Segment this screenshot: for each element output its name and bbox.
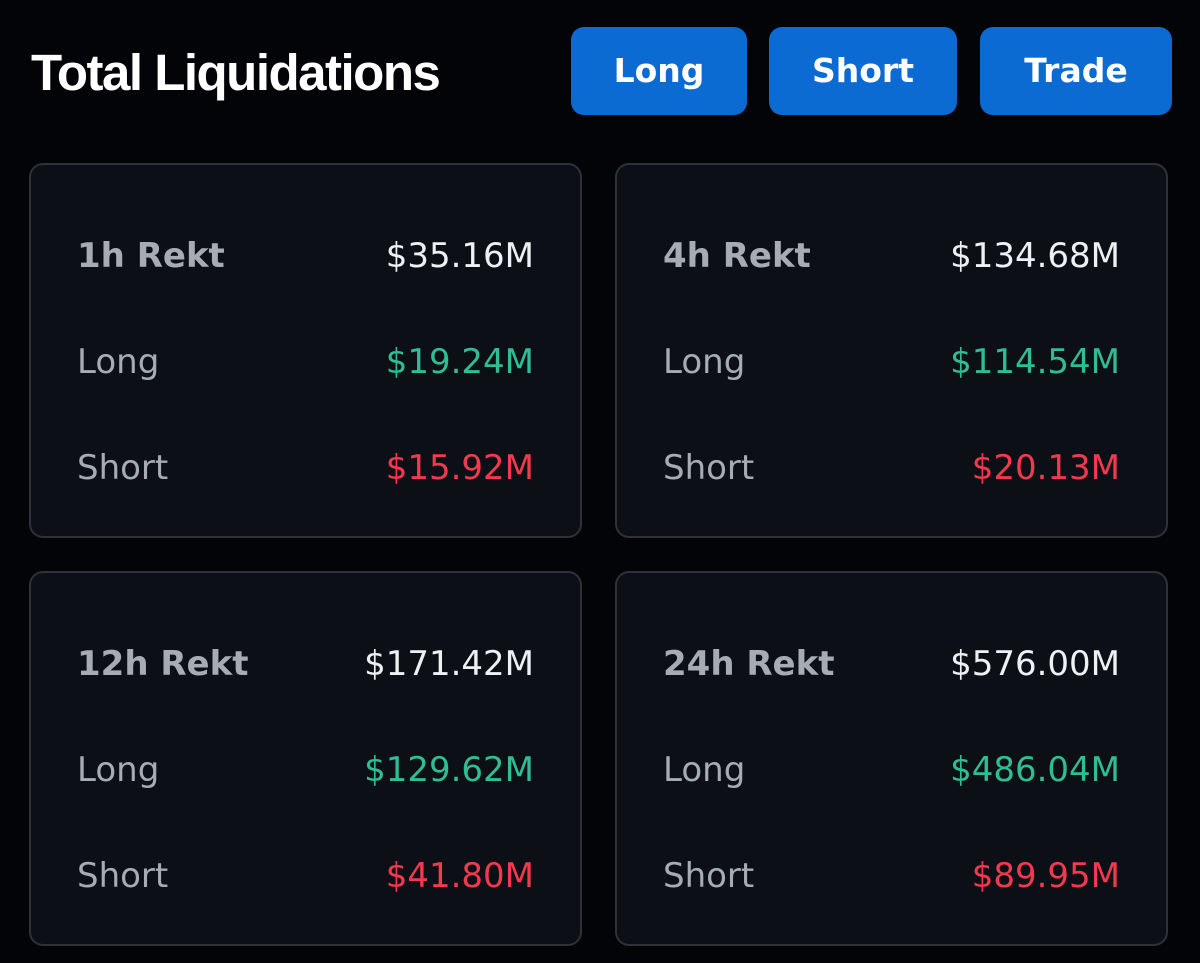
short-value: $41.80M (385, 856, 534, 896)
short-row: Short $15.92M (77, 443, 534, 493)
short-value: $89.95M (971, 856, 1120, 896)
long-row: Long $486.04M (663, 745, 1120, 795)
period-label: 1h Rekt (77, 236, 225, 276)
liquidation-card-1h: 1h Rekt $35.16M Long $19.24M Short $15.9… (29, 163, 582, 538)
short-row: Short $20.13M (663, 443, 1120, 493)
short-label: Short (663, 856, 755, 896)
short-row: Short $41.80M (77, 851, 534, 901)
long-label: Long (77, 342, 160, 382)
liquidation-card-12h: 12h Rekt $171.42M Long $129.62M Short $4… (29, 571, 582, 946)
liquidation-card-4h: 4h Rekt $134.68M Long $114.54M Short $20… (615, 163, 1168, 538)
total-row: 24h Rekt $576.00M (663, 639, 1120, 689)
long-value: $129.62M (364, 750, 534, 790)
total-row: 1h Rekt $35.16M (77, 231, 534, 281)
period-label: 4h Rekt (663, 236, 811, 276)
long-row: Long $19.24M (77, 337, 534, 387)
short-value: $20.13M (971, 448, 1120, 488)
total-value: $134.68M (950, 236, 1120, 276)
period-label: 24h Rekt (663, 644, 835, 684)
long-row: Long $114.54M (663, 337, 1120, 387)
period-label: 12h Rekt (77, 644, 249, 684)
total-value: $576.00M (950, 644, 1120, 684)
short-label: Short (77, 856, 169, 896)
long-row: Long $129.62M (77, 745, 534, 795)
short-label: Short (663, 448, 755, 488)
long-value: $486.04M (950, 750, 1120, 790)
page-title: Total Liquidations (31, 44, 441, 101)
long-value: $114.54M (950, 342, 1120, 382)
long-value: $19.24M (385, 342, 534, 382)
long-label: Long (77, 750, 160, 790)
total-value: $35.16M (385, 236, 534, 276)
total-row: 4h Rekt $134.68M (663, 231, 1120, 281)
short-label: Short (77, 448, 169, 488)
total-value: $171.42M (364, 644, 534, 684)
long-label: Long (663, 750, 746, 790)
short-button[interactable]: Short (769, 27, 957, 115)
total-row: 12h Rekt $171.42M (77, 639, 534, 689)
short-value: $15.92M (385, 448, 534, 488)
trade-button[interactable]: Trade (980, 27, 1172, 115)
liquidation-card-24h: 24h Rekt $576.00M Long $486.04M Short $8… (615, 571, 1168, 946)
long-label: Long (663, 342, 746, 382)
long-button[interactable]: Long (571, 27, 747, 115)
short-row: Short $89.95M (663, 851, 1120, 901)
